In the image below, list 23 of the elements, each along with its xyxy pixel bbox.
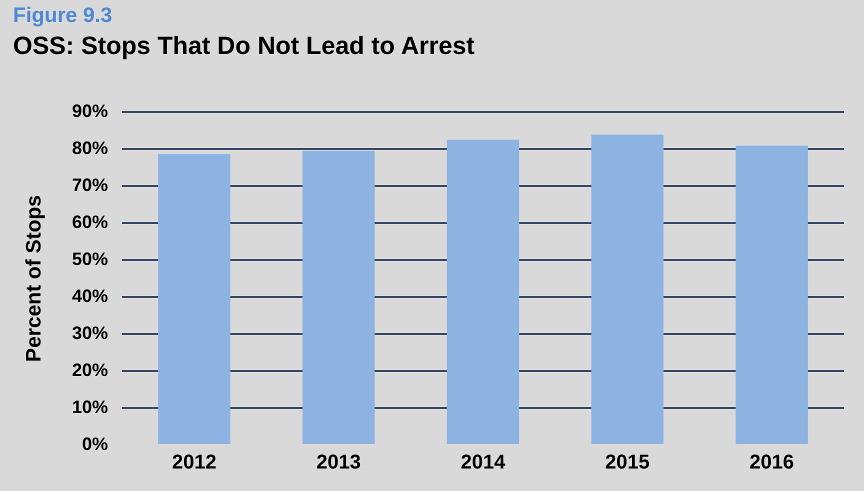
x-tick-label: 2016 (750, 452, 794, 474)
bar (591, 134, 664, 444)
y-axis-title: Percent of Stops (22, 195, 46, 362)
y-tick-label: 80% (72, 138, 108, 158)
y-tick-label: 20% (72, 360, 108, 380)
y-tick-label: 40% (72, 286, 108, 306)
y-tick-label: 60% (72, 212, 108, 232)
bar (302, 150, 375, 444)
bar (158, 154, 230, 444)
chart-title: OSS: Stops That Do Not Lead to Arrest (13, 32, 475, 61)
x-tick-label: 2014 (460, 452, 506, 474)
bar (736, 146, 808, 444)
caption: Figure 9.3 (13, 4, 112, 28)
y-tick-label: 0% (82, 434, 108, 454)
y-tick-label: 50% (72, 248, 108, 269)
x-tick-label: 2012 (172, 452, 216, 474)
x-tick-label: 2013 (316, 452, 361, 474)
bar (446, 140, 520, 444)
y-tick-label: 10% (72, 396, 108, 417)
y-tick-label: 90% (72, 100, 108, 121)
y-tick-label: 30% (72, 322, 108, 343)
y-tick-label: 70% (72, 174, 108, 195)
x-tick-label: 2015 (605, 452, 650, 474)
